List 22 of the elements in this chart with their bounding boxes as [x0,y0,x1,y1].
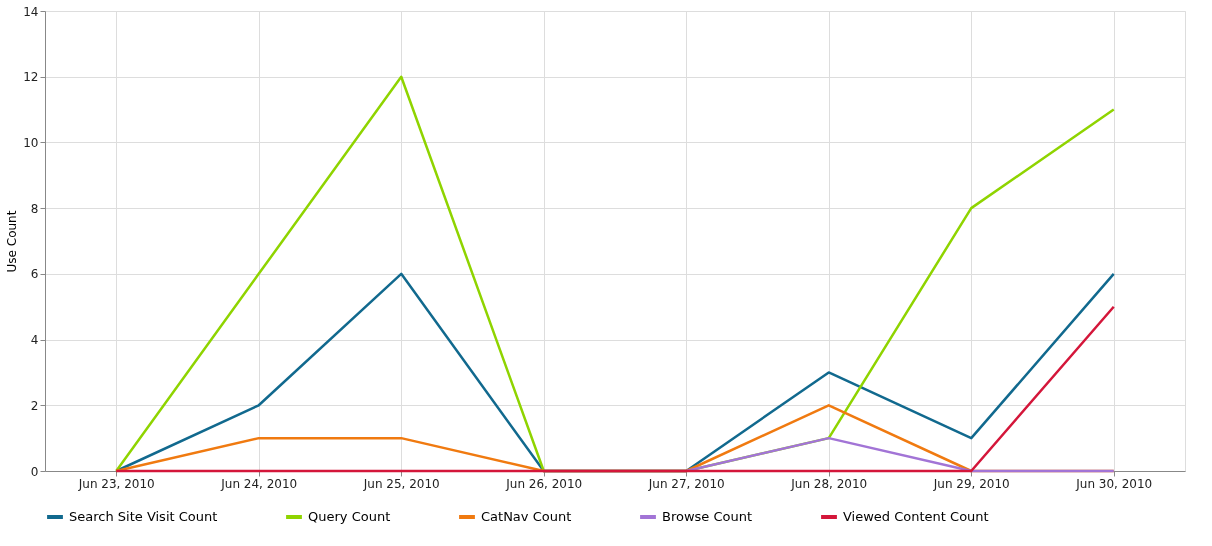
legend-label: Query Count [308,509,391,524]
y-tick-label: 8 [30,201,39,216]
y-axis-title: Use Count [5,210,20,273]
legend-label: Browse Count [662,509,753,524]
x-tick-label: Jun 28, 2010 [790,476,868,491]
x-tick-label: Jun 27, 2010 [647,476,725,491]
x-tick-label: Jun 29, 2010 [932,476,1010,491]
x-tick-label: Jun 25, 2010 [362,476,440,491]
y-tick-label: 12 [23,70,39,85]
y-tick-label: 10 [23,135,39,150]
y-tick-label: 2 [30,398,39,413]
legend-label: CatNav Count [481,509,572,524]
y-tick-label: 4 [30,333,39,348]
x-tick-label: Jun 24, 2010 [220,476,298,491]
y-tick-label: 0 [30,464,39,479]
x-tick-label: Jun 26, 2010 [505,476,583,491]
y-tick-label: 14 [23,4,39,19]
y-tick-label: 6 [30,267,39,282]
legend-label: Viewed Content Count [843,509,989,524]
legend-label: Search Site Visit Count [69,509,218,524]
x-tick-label: Jun 30, 2010 [1075,476,1153,491]
x-tick-label: Jun 23, 2010 [77,476,155,491]
